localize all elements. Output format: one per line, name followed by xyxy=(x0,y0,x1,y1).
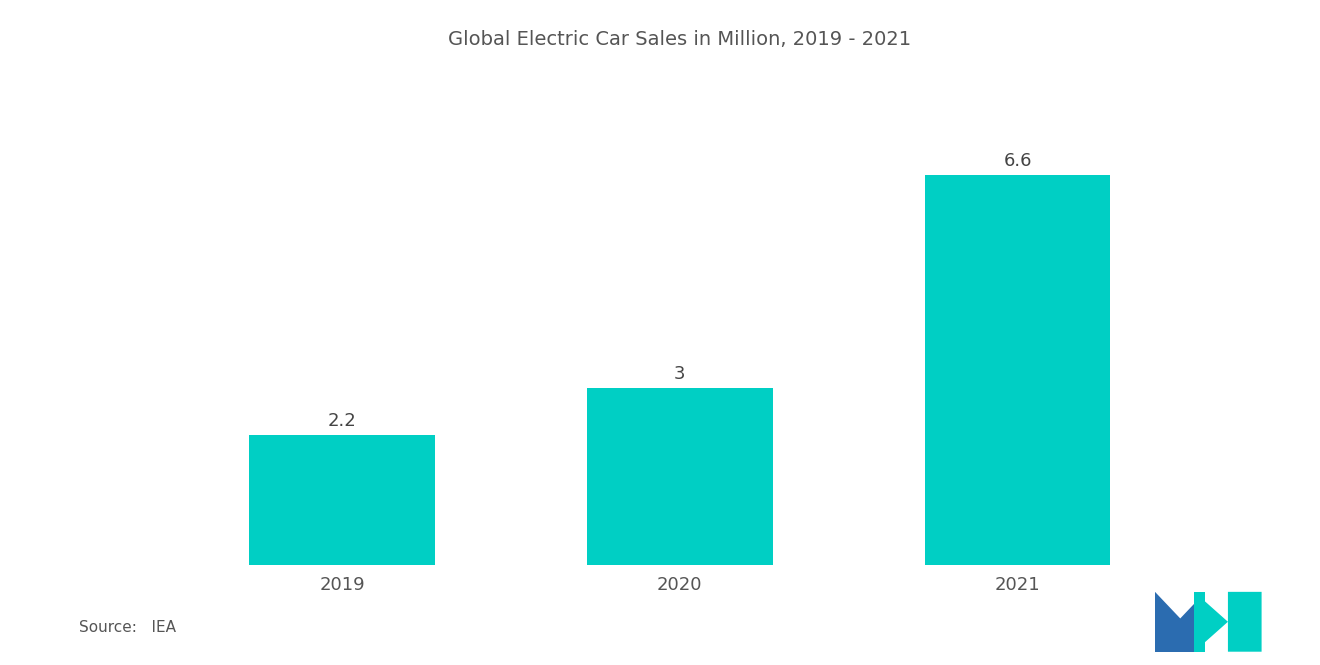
Text: Source:   IEA: Source: IEA xyxy=(79,620,176,635)
Text: 3: 3 xyxy=(675,365,685,383)
Title: Global Electric Car Sales in Million, 2019 - 2021: Global Electric Car Sales in Million, 20… xyxy=(449,30,911,49)
Bar xyxy=(925,174,1110,565)
Polygon shape xyxy=(1155,592,1205,652)
Bar xyxy=(249,435,434,565)
Text: 6.6: 6.6 xyxy=(1003,152,1032,170)
Polygon shape xyxy=(1195,592,1262,652)
Polygon shape xyxy=(1155,592,1205,618)
Text: 2.2: 2.2 xyxy=(327,412,356,430)
Polygon shape xyxy=(1195,592,1205,652)
Bar xyxy=(587,388,772,565)
